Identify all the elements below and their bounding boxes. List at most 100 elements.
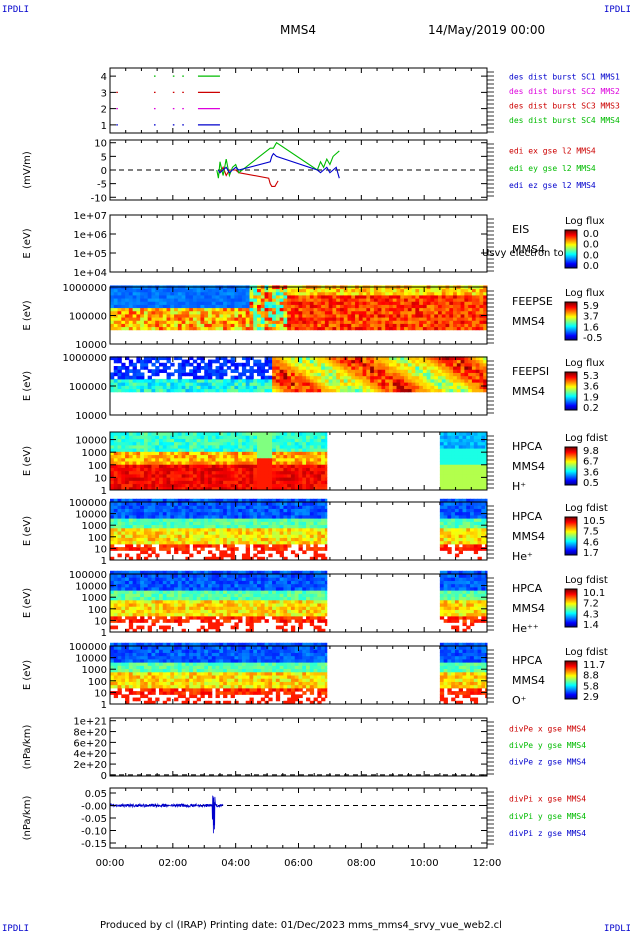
panel-hpca_h-cell (264, 438, 269, 443)
panel-feepse-cell (155, 294, 160, 299)
panel-feepse-cell (238, 307, 243, 312)
panel-hpca_he-cell (113, 508, 119, 513)
panel-hpca_he-cell (177, 547, 183, 551)
panel-hpca_h-cell (264, 457, 269, 462)
panel-feepse-cell (208, 313, 213, 318)
panel-hpca_h-cell (290, 464, 296, 468)
panel-feepse-cell (400, 301, 405, 305)
panel-hpca_h-cell (226, 448, 232, 452)
panel-feepsi-cell (430, 362, 435, 367)
panel-hpca_h-cell (306, 467, 311, 472)
panel-hpca_h-cell (309, 461, 315, 465)
panel-feepsi-cell (464, 385, 469, 390)
panel-hpca_h-cell (211, 470, 217, 475)
panel-hpca_he-cell (215, 556, 220, 561)
panel-hpca_he-cell (113, 514, 119, 519)
panel-hpca_h-cell (477, 448, 482, 452)
panel-feepsi-cell (125, 385, 130, 390)
panel-hpca_h-cbar-cell (565, 449, 577, 451)
panel-hpca_he-cell (113, 502, 119, 506)
panel-feepsi-cell (453, 362, 458, 367)
panel-eis-cbar-title: Log flux (565, 216, 605, 227)
panel-feepsi-cbar-cell (565, 405, 577, 407)
panel-hpca_h-cell (140, 477, 145, 481)
panel-hpca_he-cell (181, 534, 186, 538)
panel-hpca_h-cell (143, 444, 149, 449)
panel-hpca_he-cell (181, 550, 186, 555)
panel-feepsi-cell (275, 388, 281, 393)
panel-feepse-cell (351, 326, 356, 331)
panel-feepse-cell (313, 301, 318, 305)
panel-hpca_h-cell (177, 464, 183, 468)
panel-hpca_h-cell (181, 432, 186, 436)
panel-feepse-cell (441, 307, 447, 312)
panel-hpca_he-cell (177, 514, 183, 519)
panel-hpca_he-cell (143, 511, 149, 516)
panel-feepse-cbar-cell (565, 310, 577, 312)
panel-feepse-cell (279, 291, 284, 296)
panel-feepse-cell (339, 291, 345, 296)
panel-hpca_h-cell (324, 470, 328, 475)
panel-hpca_h-cell (324, 473, 328, 478)
panel-feepse-cell (404, 310, 409, 315)
panel-feepsi-cell (475, 369, 480, 373)
panel-hpca_he-cell (211, 531, 217, 535)
panel-hpca_h-cell (481, 435, 486, 439)
panel-feepse-cell (464, 288, 469, 293)
panel-feepse-cell (351, 301, 356, 305)
panel-feepsi-cell (347, 375, 352, 380)
panel-feepsi-cell (181, 372, 186, 377)
panel-feepsi-cell (355, 388, 360, 393)
panel-hpca_he-cell (110, 508, 115, 513)
panel-feepse-cell (143, 320, 149, 324)
panel-hpca_h-cell (245, 486, 250, 491)
panel-feepse-cell (388, 307, 394, 312)
panel-feepse-cell (306, 310, 311, 315)
panel-feepse-cell (260, 304, 266, 309)
panel-hpca_he-cell (208, 505, 213, 509)
panel-hpca_he-cell (181, 531, 186, 535)
panel-hpca_he-cell (159, 547, 164, 551)
panel-hpca_h-cell (181, 477, 186, 481)
panel-feepse-cell (309, 298, 315, 302)
panel-feepse-cell (264, 317, 269, 321)
panel-hpca_h-cell (439, 457, 445, 462)
panel-hpca_h-cell (226, 432, 232, 436)
panel-hpca_h-cell (298, 435, 303, 439)
panel-hpca_h-cell (447, 441, 452, 446)
panel-hpca_he-cell (136, 537, 141, 542)
panel-feepsi-cell (215, 385, 220, 390)
panel-hpca_h-cell (147, 438, 152, 443)
panel-feepse-cell (166, 294, 171, 299)
panel-feepse-cell (392, 310, 398, 315)
panel-feepsi-cell (407, 388, 413, 393)
panel-feepsi-cell (434, 388, 439, 393)
panel-feepse-cell (468, 294, 473, 299)
panel-hpca_h-cell (170, 454, 175, 459)
panel-feepsi-cell (166, 375, 171, 380)
panel-hpca_he-cell (234, 511, 239, 516)
panel-hpca_h-cell (272, 483, 277, 488)
panel-feepsi-cell (404, 362, 409, 367)
panel-hpca_he-cell (238, 537, 243, 542)
panel-feepsi-cell (234, 385, 239, 390)
panel-hpca_h-cbar-cell (565, 458, 577, 460)
panel-feepse-cell (113, 326, 119, 331)
panel-feepse-cell (366, 288, 371, 293)
panel-hpca_he-cell (245, 543, 250, 548)
panel-hpca_h-cell (117, 464, 122, 468)
panel-feepsi-cell (475, 375, 480, 380)
panel-hpca_h-cell (275, 438, 281, 443)
panel-feepsi-cell (113, 385, 119, 390)
panel-feepsi-cell (151, 369, 156, 373)
panel-feepsi-cbar-tick: 5.3 (583, 371, 599, 382)
panel-feepse-cell (321, 326, 326, 331)
panel-hpca_h-cell (110, 454, 115, 459)
panel-hpca_h-cell (443, 438, 448, 443)
panel-hpca_h-cell (211, 441, 217, 446)
panel-hpca_h-cell (260, 432, 266, 436)
panel-feepse-cell (464, 301, 469, 305)
panel-feepse-cell (475, 317, 480, 321)
panel-hpca_he-cell (128, 524, 134, 529)
panel-feepse-cell (426, 291, 431, 296)
